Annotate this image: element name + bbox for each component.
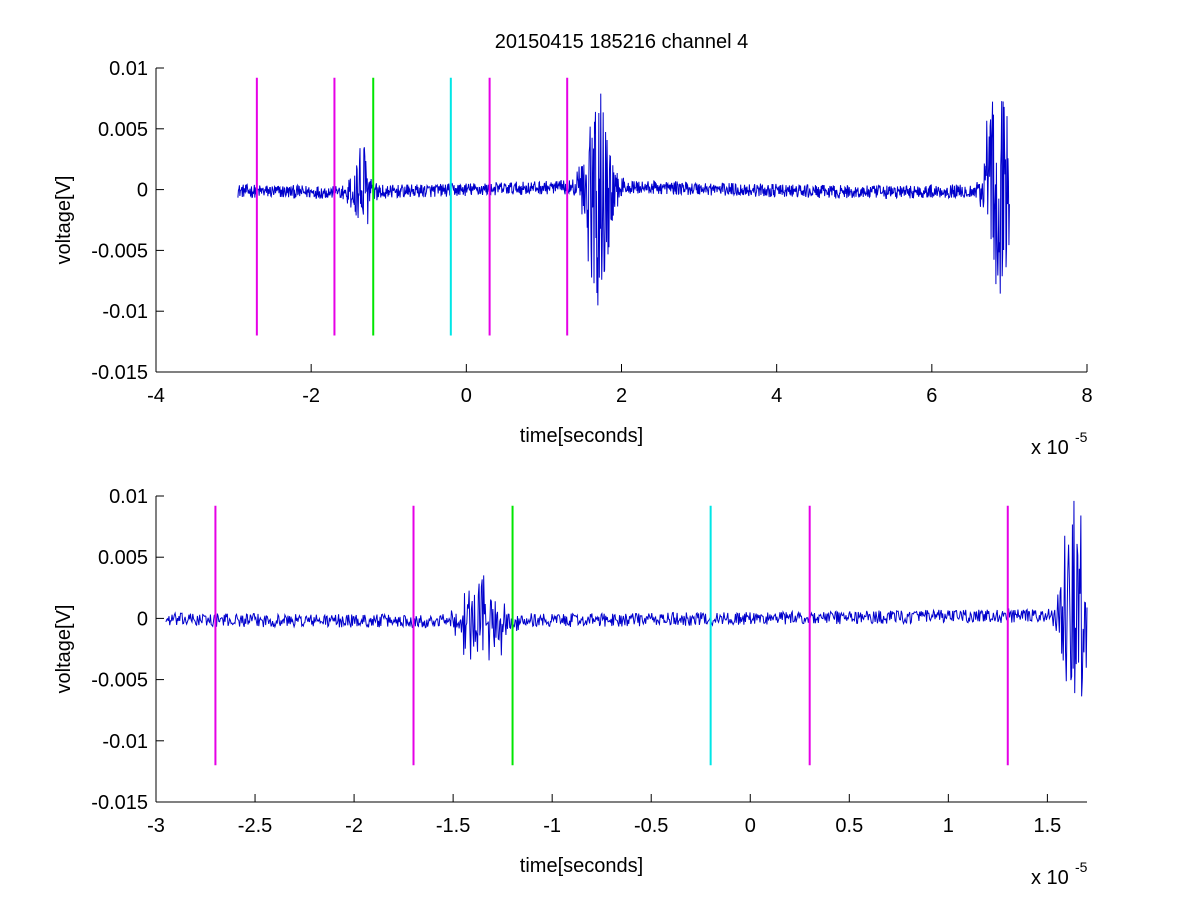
- y-tick-label: 0.005: [98, 119, 148, 141]
- x-tick-label: 0: [745, 815, 756, 837]
- y-tick-label: 0.01: [109, 58, 148, 80]
- x-axis-label: time[seconds]: [520, 855, 643, 877]
- subplot-2: -3 -2.5 -2 -1.5 -1 -0.5 0 0.5 1 1.5 0.01 0.005 0 -0.0…: [53, 486, 1088, 889]
- x-tick-label: 4: [771, 385, 782, 407]
- signal-trace: [237, 93, 1010, 306]
- x-tick-label: -3: [147, 815, 165, 837]
- chart-title: 20150415 185216 channel 4: [495, 31, 749, 53]
- y-tick-label: -0.015: [91, 362, 148, 384]
- x-exponent-label: x 10: [1031, 867, 1069, 889]
- x-exponent-power: -5: [1075, 859, 1088, 875]
- signal-trace: [165, 500, 1088, 697]
- x-axis-label: time[seconds]: [520, 425, 643, 447]
- x-tick-label: -2.5: [238, 815, 272, 837]
- subplot-1: 20150415 185216 channel 4 -4 -2 0 2 4 6 8 0.01 0.…: [53, 31, 1093, 459]
- x-exponent-label: x 10: [1031, 437, 1069, 459]
- y-tick-label: -0.01: [102, 731, 148, 753]
- x-tick-label: -1: [543, 815, 561, 837]
- y-tick-label: -0.01: [102, 301, 148, 323]
- y-axis-label: voltage[V]: [53, 176, 75, 265]
- y-tick-label: -0.005: [91, 670, 148, 692]
- x-tick-label: 2: [616, 385, 627, 407]
- x-tick-label: 8: [1081, 385, 1092, 407]
- x-tick-label: 6: [926, 385, 937, 407]
- x-tick-label: -2: [302, 385, 320, 407]
- x-tick-label: 1: [943, 815, 954, 837]
- x-exponent-power: -5: [1075, 429, 1088, 445]
- x-tick-label: -2: [345, 815, 363, 837]
- x-tick-label: -4: [147, 385, 165, 407]
- y-axis-label: voltage[V]: [53, 605, 75, 694]
- y-tick-label: 0: [137, 608, 148, 630]
- x-tick-label: 0: [461, 385, 472, 407]
- y-tick-label: 0.01: [109, 486, 148, 508]
- y-tick-label: -0.005: [91, 240, 148, 262]
- x-tick-label: 1.5: [1033, 815, 1061, 837]
- x-tick-label: -0.5: [634, 815, 668, 837]
- y-tick-label: -0.015: [91, 792, 148, 814]
- y-tick-label: 0.005: [98, 547, 148, 569]
- x-tick-label: 0.5: [835, 815, 863, 837]
- y-tick-label: 0: [137, 180, 148, 202]
- x-tick-label: -1.5: [436, 815, 470, 837]
